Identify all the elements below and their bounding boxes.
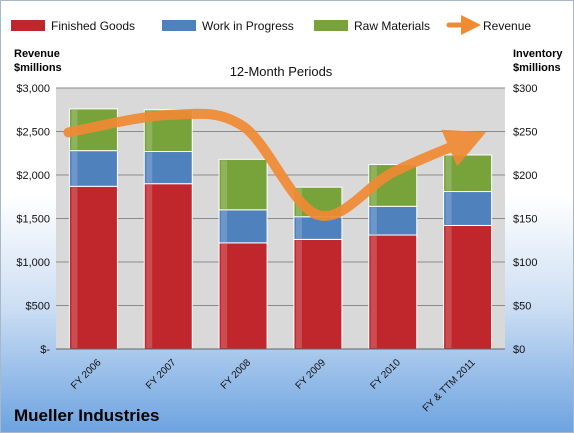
bar-highlight (221, 210, 228, 242)
bar-finished-goods (143, 183, 193, 350)
bar-finished-goods (443, 224, 493, 350)
right-tick-label: $300 (513, 83, 537, 95)
bar-work-in-progress (143, 151, 193, 185)
x-tick-label: FY 2006 (69, 357, 104, 392)
left-tick-label: $1,000 (16, 257, 50, 269)
bar-finished-goods (293, 238, 343, 350)
chart-title: 12-Month Periods (230, 64, 333, 79)
bar-finished-goods (218, 242, 268, 350)
right-tick-label: $50 (513, 301, 531, 313)
bar-highlight (221, 243, 228, 348)
bar-highlight (221, 160, 228, 209)
bar-highlight (146, 110, 153, 151)
legend-swatch (314, 20, 348, 31)
bar-finished-goods (368, 234, 418, 350)
legend: Finished Goods Work in Progress Raw Materi… (11, 15, 531, 35)
bar-work-in-progress (218, 209, 268, 244)
bar-highlight (146, 184, 153, 348)
bar-work-in-progress (368, 205, 418, 236)
left-tick-label: $2,000 (16, 170, 50, 182)
bar-work-in-progress (68, 150, 118, 187)
right-tick-label: $200 (513, 170, 537, 182)
x-tick-label: FY 2007 (144, 357, 179, 392)
bar-highlight (370, 207, 377, 235)
x-tick-label: FY 2009 (294, 357, 329, 392)
legend-label: Revenue (483, 19, 531, 33)
x-tick-label: FY & TTM 2011 (421, 357, 478, 414)
revenue-line (63, 108, 486, 221)
right-axis-title-line1: Inventory (513, 48, 563, 60)
x-tick-label: FY 2008 (219, 357, 254, 392)
left-axis-title-line2: $millions (14, 62, 62, 74)
bar-highlight (295, 217, 302, 239)
x-tick-label: FY 2010 (368, 357, 403, 392)
left-tick-label: $- (40, 344, 50, 356)
legend-label: Raw Materials (354, 19, 430, 33)
legend-label: Work in Progress (202, 19, 294, 33)
legend-swatch (162, 20, 196, 31)
right-tick-label: $100 (513, 257, 537, 269)
left-axis-title-line1: Revenue (14, 48, 60, 60)
bar-raw-materials (218, 158, 268, 211)
left-tick-label: $1,500 (16, 214, 50, 226)
left-tick-label: $3,000 (16, 83, 50, 95)
bar-highlight (146, 152, 153, 183)
bar-work-in-progress (443, 191, 493, 226)
legend-swatch (11, 20, 45, 31)
bar-highlight (295, 240, 302, 348)
bar-highlight (71, 187, 78, 348)
company-name: Mueller Industries (14, 406, 160, 425)
left-tick-label: $500 (26, 301, 50, 313)
bar-highlight (445, 192, 452, 225)
bar-highlight (445, 226, 452, 348)
right-tick-label: $250 (513, 127, 537, 139)
left-axis-title: Revenue $millions (14, 47, 62, 75)
right-tick-label: $150 (513, 214, 537, 226)
right-axis-title: Inventory $millions (513, 47, 563, 75)
bar-highlight (370, 236, 377, 348)
bar-highlight (71, 151, 78, 186)
bar-finished-goods (68, 185, 118, 350)
legend-label: Finished Goods (51, 19, 135, 33)
right-axis-title-line2: $millions (513, 62, 561, 74)
left-tick-label: $2,500 (16, 127, 50, 139)
bar-highlight (445, 155, 452, 191)
revenue-line-group (63, 108, 486, 221)
right-tick-label: $0 (513, 344, 525, 356)
